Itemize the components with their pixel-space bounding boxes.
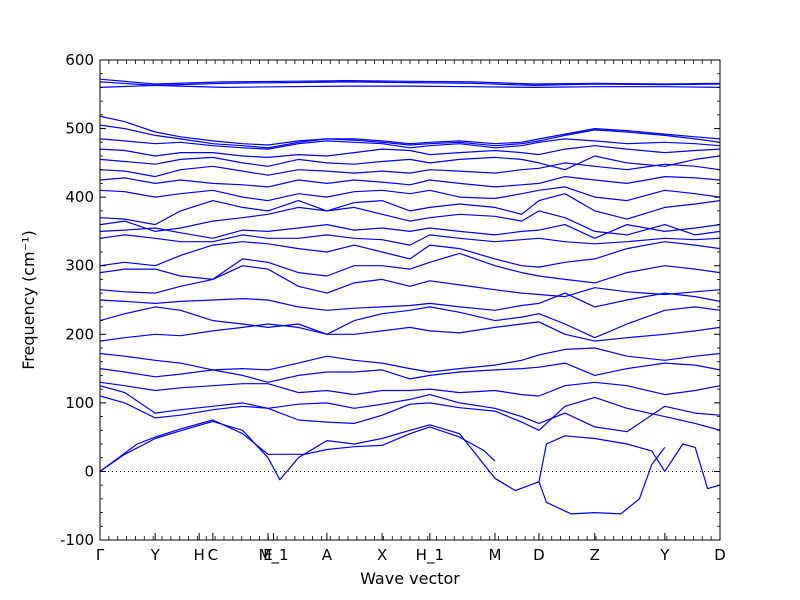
x-tick-label: Γ [96,546,105,564]
x-tick-label: C [208,546,218,564]
band-line-11 [100,306,720,339]
band-line-7 [100,381,720,397]
band-line-14 [100,252,720,284]
y-tick-label: 400 [65,188,94,206]
band-line-17 [100,224,720,239]
x-tick-label: H_1 [416,546,444,565]
band-line-29 [100,81,720,87]
x-tick-label: H [194,546,205,564]
band-line-2 [100,420,540,492]
band-line-20 [100,186,720,202]
band-line-16 [100,234,720,246]
band-line-4 [538,447,666,515]
x-tick-label: E [263,546,272,564]
band-line-25 [100,138,720,150]
x-axis-title: Wave vector [360,569,460,588]
y-tick-label: 0 [84,462,94,480]
band-line-8 [100,362,720,383]
plot-frame [99,59,721,541]
y-tick-label: -100 [60,531,94,549]
x-tick-label: Y [659,546,670,564]
x-tick-label: D [533,546,545,564]
series-layer [100,78,720,515]
band-line-15 [100,241,720,268]
y-tick-label: 500 [65,120,94,138]
x-tick-label: D [714,546,726,564]
band-line-21 [100,176,720,188]
y-tick-label: 200 [65,325,94,343]
y-axis-title: Frequency (cm⁻¹) [19,230,38,369]
x-tick-label: Y [150,546,161,564]
band-line-23 [100,155,720,171]
band-line-1 [100,419,496,472]
band-line-26 [100,124,720,149]
y-tick-label: 100 [65,394,94,412]
band-line-28 [100,78,720,85]
band-line-27 [100,115,720,146]
band-line-9 [100,347,720,373]
band-line-13 [100,265,720,298]
band-line-24 [100,145,720,158]
x-tick-label: X [377,546,387,564]
band-line-5 [100,395,720,431]
y-tick-label: 300 [65,257,94,275]
band-line-30 [100,84,720,89]
tick-marks-layer [99,59,721,541]
band-line-6 [100,385,720,433]
y-tick-label: 600 [65,51,94,69]
band-line-10 [100,321,720,342]
band-line-12 [100,292,720,311]
band-line-18 [100,206,720,236]
x-tick-label: A [322,546,333,564]
band-line-22 [100,162,720,178]
tick-labels-layer: -100 0 100 200 300 400 500 600 Γ Y H C EM_1 A X H_1 M D Z Y… [60,51,726,565]
x-tick-label: M [488,546,501,564]
band-line-19 [100,193,720,226]
band-line-3 [538,435,720,490]
x-tick-label: M_1 [259,546,289,565]
x-tick-label: Z [590,546,600,564]
